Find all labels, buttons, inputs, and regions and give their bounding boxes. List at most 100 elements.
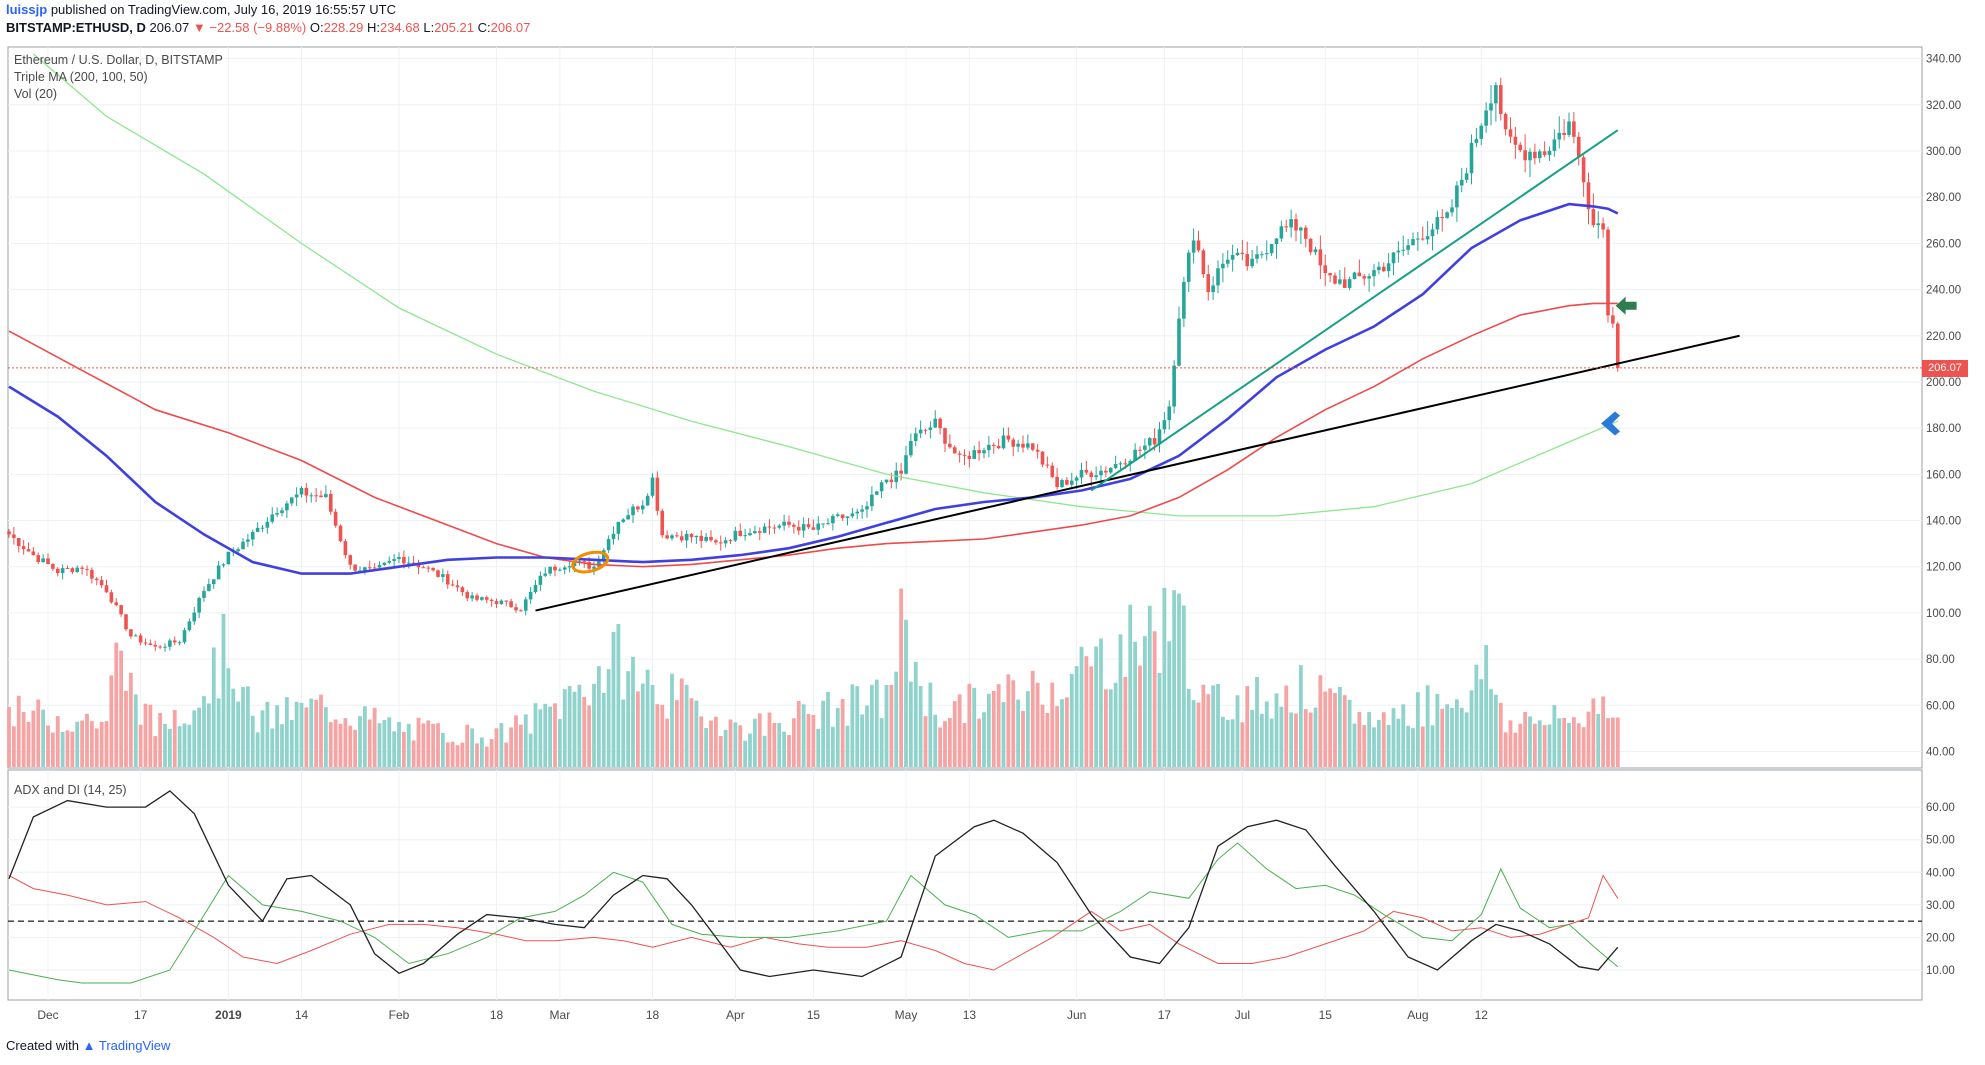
volume-bar	[1479, 679, 1484, 767]
volume-bar	[362, 706, 367, 767]
candle-body	[104, 585, 109, 593]
candle-body	[441, 574, 445, 577]
volume-bar	[382, 720, 387, 767]
volume-bar	[1220, 716, 1225, 767]
volume-bar	[1386, 724, 1391, 767]
candle-body	[504, 600, 509, 602]
candle-body	[172, 640, 177, 643]
candle-body	[762, 526, 767, 533]
volume-bar	[855, 686, 860, 767]
volume-bar	[1445, 704, 1450, 767]
volume-bar	[1571, 717, 1576, 767]
volume-bar	[343, 718, 348, 767]
y-tick-label: 260.00	[1926, 238, 1961, 250]
tradingview-icon: ▲	[82, 1038, 96, 1053]
volume-bar	[723, 729, 728, 767]
volume-bar	[655, 704, 660, 767]
volume-bar	[1347, 699, 1352, 767]
volume-bar	[1454, 699, 1459, 767]
candle-body	[860, 509, 864, 512]
candle-body	[1113, 464, 1118, 469]
close-value: 206.07	[490, 20, 531, 35]
legend-triple-ma: Triple MA (200, 100, 50)	[14, 70, 148, 84]
volume-bar	[913, 661, 918, 767]
candle-body	[519, 610, 523, 612]
x-grid	[47, 47, 1482, 1000]
candle-body	[1245, 254, 1250, 267]
x-tick-label: 17	[1158, 1008, 1172, 1022]
candle-body	[533, 584, 538, 593]
candle-body	[36, 555, 41, 562]
volume-bar	[674, 700, 679, 767]
candle-body	[250, 531, 255, 540]
volume-bar	[1308, 712, 1313, 767]
author-link[interactable]: luissjp	[6, 2, 48, 17]
candle-body	[1118, 463, 1123, 465]
volume-bar	[284, 697, 289, 767]
volume-bar	[431, 723, 436, 767]
volume-bar	[1542, 725, 1547, 767]
candle-body	[1498, 85, 1503, 114]
candle-body	[31, 551, 36, 556]
candle-body	[1435, 217, 1440, 230]
adx-y-tick-label: 50.00	[1926, 835, 1955, 847]
candle-body	[1079, 469, 1084, 478]
candle-body	[26, 549, 31, 552]
candle-body	[1503, 113, 1508, 130]
volume-bar	[138, 724, 143, 767]
footer-brand-link[interactable]: TradingView	[98, 1038, 171, 1053]
candle-body	[1001, 435, 1006, 449]
y-tick-label: 60.00	[1926, 700, 1955, 712]
candle-body	[119, 605, 123, 615]
y-tick-label: 240.00	[1926, 285, 1961, 297]
candle-body	[75, 567, 80, 573]
volume-bar	[635, 691, 640, 767]
candle-body	[211, 579, 216, 585]
candle-body	[1167, 406, 1172, 421]
candle-body	[767, 526, 772, 528]
footer-created: Created with	[6, 1038, 79, 1053]
volume-bar	[1167, 641, 1172, 767]
candle-body	[416, 564, 421, 568]
candle-body	[1216, 268, 1220, 286]
volume-bar	[377, 723, 382, 767]
volume-bar	[1162, 587, 1167, 767]
candle-body	[631, 506, 635, 516]
volume-bar	[1357, 712, 1362, 767]
volume-bar	[548, 706, 553, 767]
candle-body	[1225, 259, 1230, 264]
volume-bar	[1601, 696, 1606, 767]
volume-bar	[816, 728, 821, 767]
low-value: 205.21	[434, 20, 474, 35]
candle-body	[226, 551, 231, 565]
adx-y-tick-label: 10.00	[1926, 965, 1955, 977]
volume-bar	[484, 746, 489, 767]
volume-bar	[236, 701, 241, 767]
candle-body	[1508, 129, 1513, 137]
candle-body	[1221, 263, 1225, 269]
candle-body	[889, 479, 894, 483]
volume-bar	[1045, 713, 1050, 767]
volume-bar	[1108, 689, 1113, 767]
candle-body	[601, 550, 606, 562]
candle-body	[855, 511, 860, 514]
candle-body	[835, 514, 840, 516]
volume-bar	[1484, 645, 1489, 767]
volume-bar	[928, 682, 933, 767]
candle-body	[1459, 179, 1464, 186]
volume-bar	[1289, 712, 1294, 767]
candle-body	[1411, 239, 1415, 246]
candle-body	[80, 567, 84, 569]
volume-bar	[665, 718, 670, 767]
candle-body	[996, 446, 1001, 449]
volume-bar	[143, 703, 148, 767]
x-tick-label: 12	[1475, 1008, 1489, 1022]
volume-bar	[314, 700, 319, 767]
adx-y-tick-label: 30.00	[1926, 900, 1955, 912]
adx-pane	[7, 769, 1923, 1001]
volume-bar	[367, 719, 372, 767]
volume-bar	[660, 704, 665, 767]
volume-bar	[1138, 665, 1142, 767]
candle-body	[1143, 445, 1147, 450]
